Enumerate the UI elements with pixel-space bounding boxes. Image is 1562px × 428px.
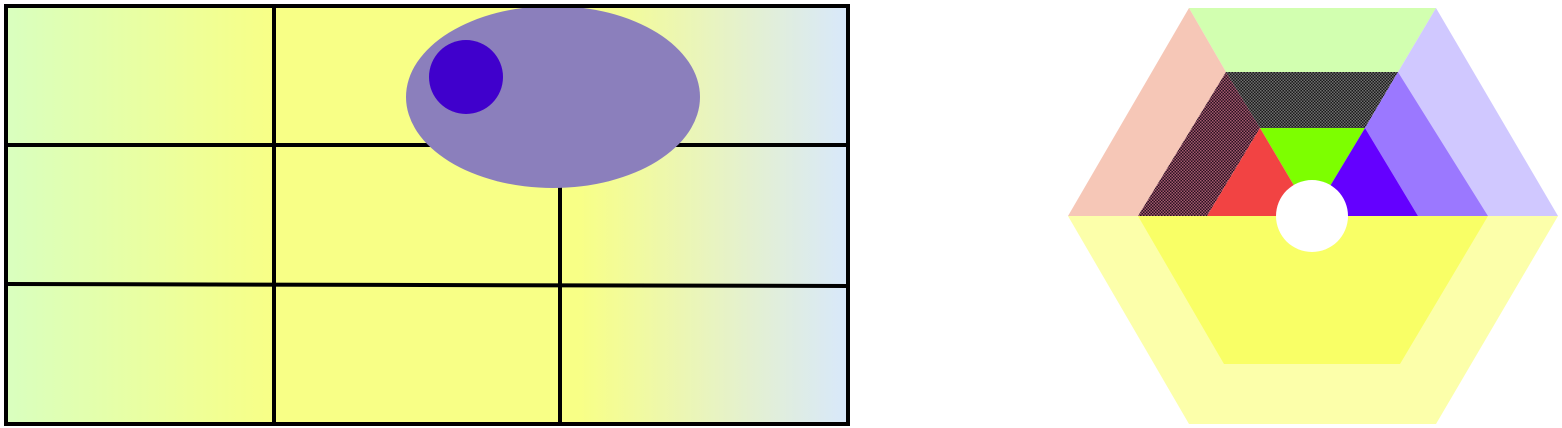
hex-left-outer xyxy=(1068,8,1226,216)
hex-top-outer xyxy=(1189,8,1436,72)
hex-center-hole xyxy=(1276,180,1348,252)
grid-border xyxy=(4,4,850,426)
hexagon-figure xyxy=(1068,8,1558,424)
hex-top-middle-pattern xyxy=(1226,72,1398,128)
grid-figure xyxy=(4,4,850,426)
hex-right-middle xyxy=(1365,72,1488,216)
hex-left-middle-pattern xyxy=(1138,72,1260,216)
grid-hline-2 xyxy=(5,282,849,288)
blue-circle xyxy=(429,40,503,114)
hex-top-core xyxy=(1260,128,1365,216)
hex-bottom-middle xyxy=(1138,216,1488,364)
hex-right-outer xyxy=(1398,8,1558,216)
